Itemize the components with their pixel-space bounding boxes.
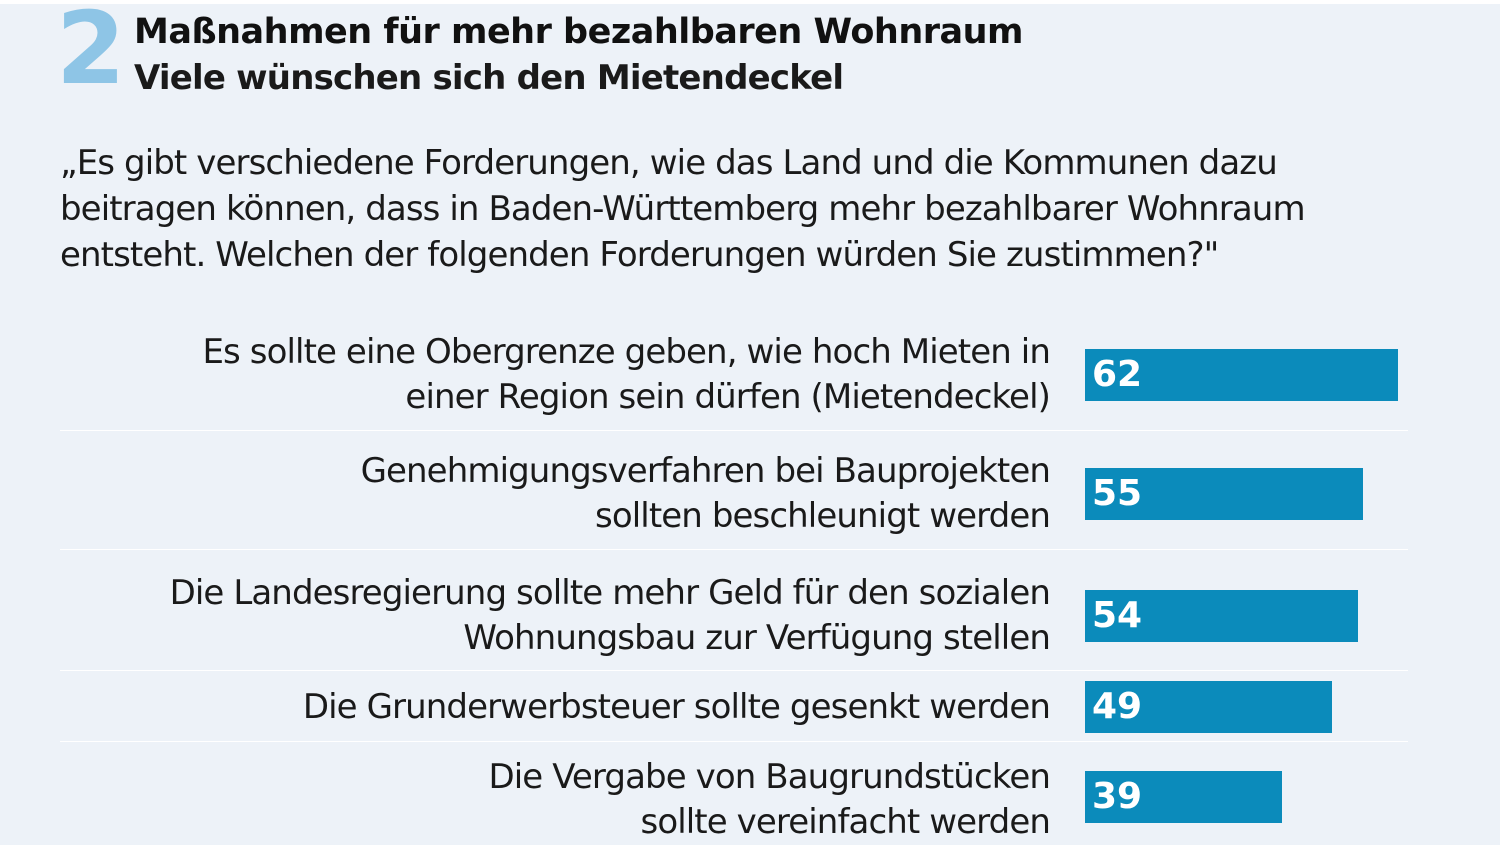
bar — [1085, 349, 1398, 401]
bar-label-line: Die Vergabe von Baugrundstücken — [488, 757, 1050, 797]
bar-label-line: Genehmigungsverfahren bei Bauprojekten — [360, 451, 1051, 491]
row-separator — [60, 670, 1408, 671]
row-separator — [60, 549, 1408, 550]
top-border — [0, 0, 1500, 4]
bar-label: Genehmigungsverfahren bei Bauprojekten so… — [50, 449, 1051, 539]
bar-label-line: einer Region sein dürfen (Mietendeckel) — [405, 377, 1050, 417]
bar-label-line: sollten beschleunigt werden — [595, 496, 1051, 536]
row-separator — [60, 741, 1408, 742]
bar-value-label: 62 — [1092, 354, 1143, 395]
bar-label-line: Die Grunderwerbsteuer sollte gesenkt wer… — [302, 686, 1051, 727]
bar-label-line: sollte vereinfacht werden — [640, 802, 1051, 842]
bar — [1085, 771, 1282, 823]
bar-label-line: Wohnungsbau zur Verfügung stellen — [463, 618, 1051, 658]
bar — [1085, 468, 1363, 520]
bar-value-label: 49 — [1092, 686, 1143, 727]
bar-label: Die Vergabe von Baugrundstücken sollte ve… — [50, 755, 1050, 845]
bar-label-line: Die Landesregierung sollte mehr Geld für… — [169, 573, 1051, 613]
chart-title: Maßnahmen für mehr bezahlbaren Wohnraum — [134, 12, 1024, 52]
chart-number: 2 — [56, 0, 126, 107]
bar — [1085, 681, 1332, 733]
bar-label: Die Landesregierung sollte mehr Geld für… — [50, 571, 1051, 661]
bar-value-label: 55 — [1092, 473, 1143, 514]
bar-value-label: 54 — [1092, 595, 1143, 636]
chart-subtitle: Viele wünschen sich den Mietendeckel — [134, 58, 844, 98]
bar-label: Es sollte eine Obergrenze geben, wie hoc… — [50, 330, 1050, 420]
bar-label: Die Grunderwerbsteuer sollte gesenkt wer… — [50, 685, 1051, 730]
row-separator — [60, 430, 1408, 431]
bar-value-label: 39 — [1092, 776, 1143, 817]
bar-label-line: Es sollte eine Obergrenze geben, wie hoc… — [202, 332, 1050, 372]
survey-question: „Es gibt verschiedene Forderungen, wie d… — [60, 143, 1306, 275]
bar — [1085, 590, 1358, 642]
